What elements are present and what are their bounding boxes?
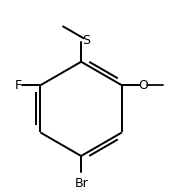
Text: F: F [15,79,22,92]
Text: O: O [139,79,149,92]
Text: S: S [82,34,90,47]
Text: Br: Br [74,177,88,190]
